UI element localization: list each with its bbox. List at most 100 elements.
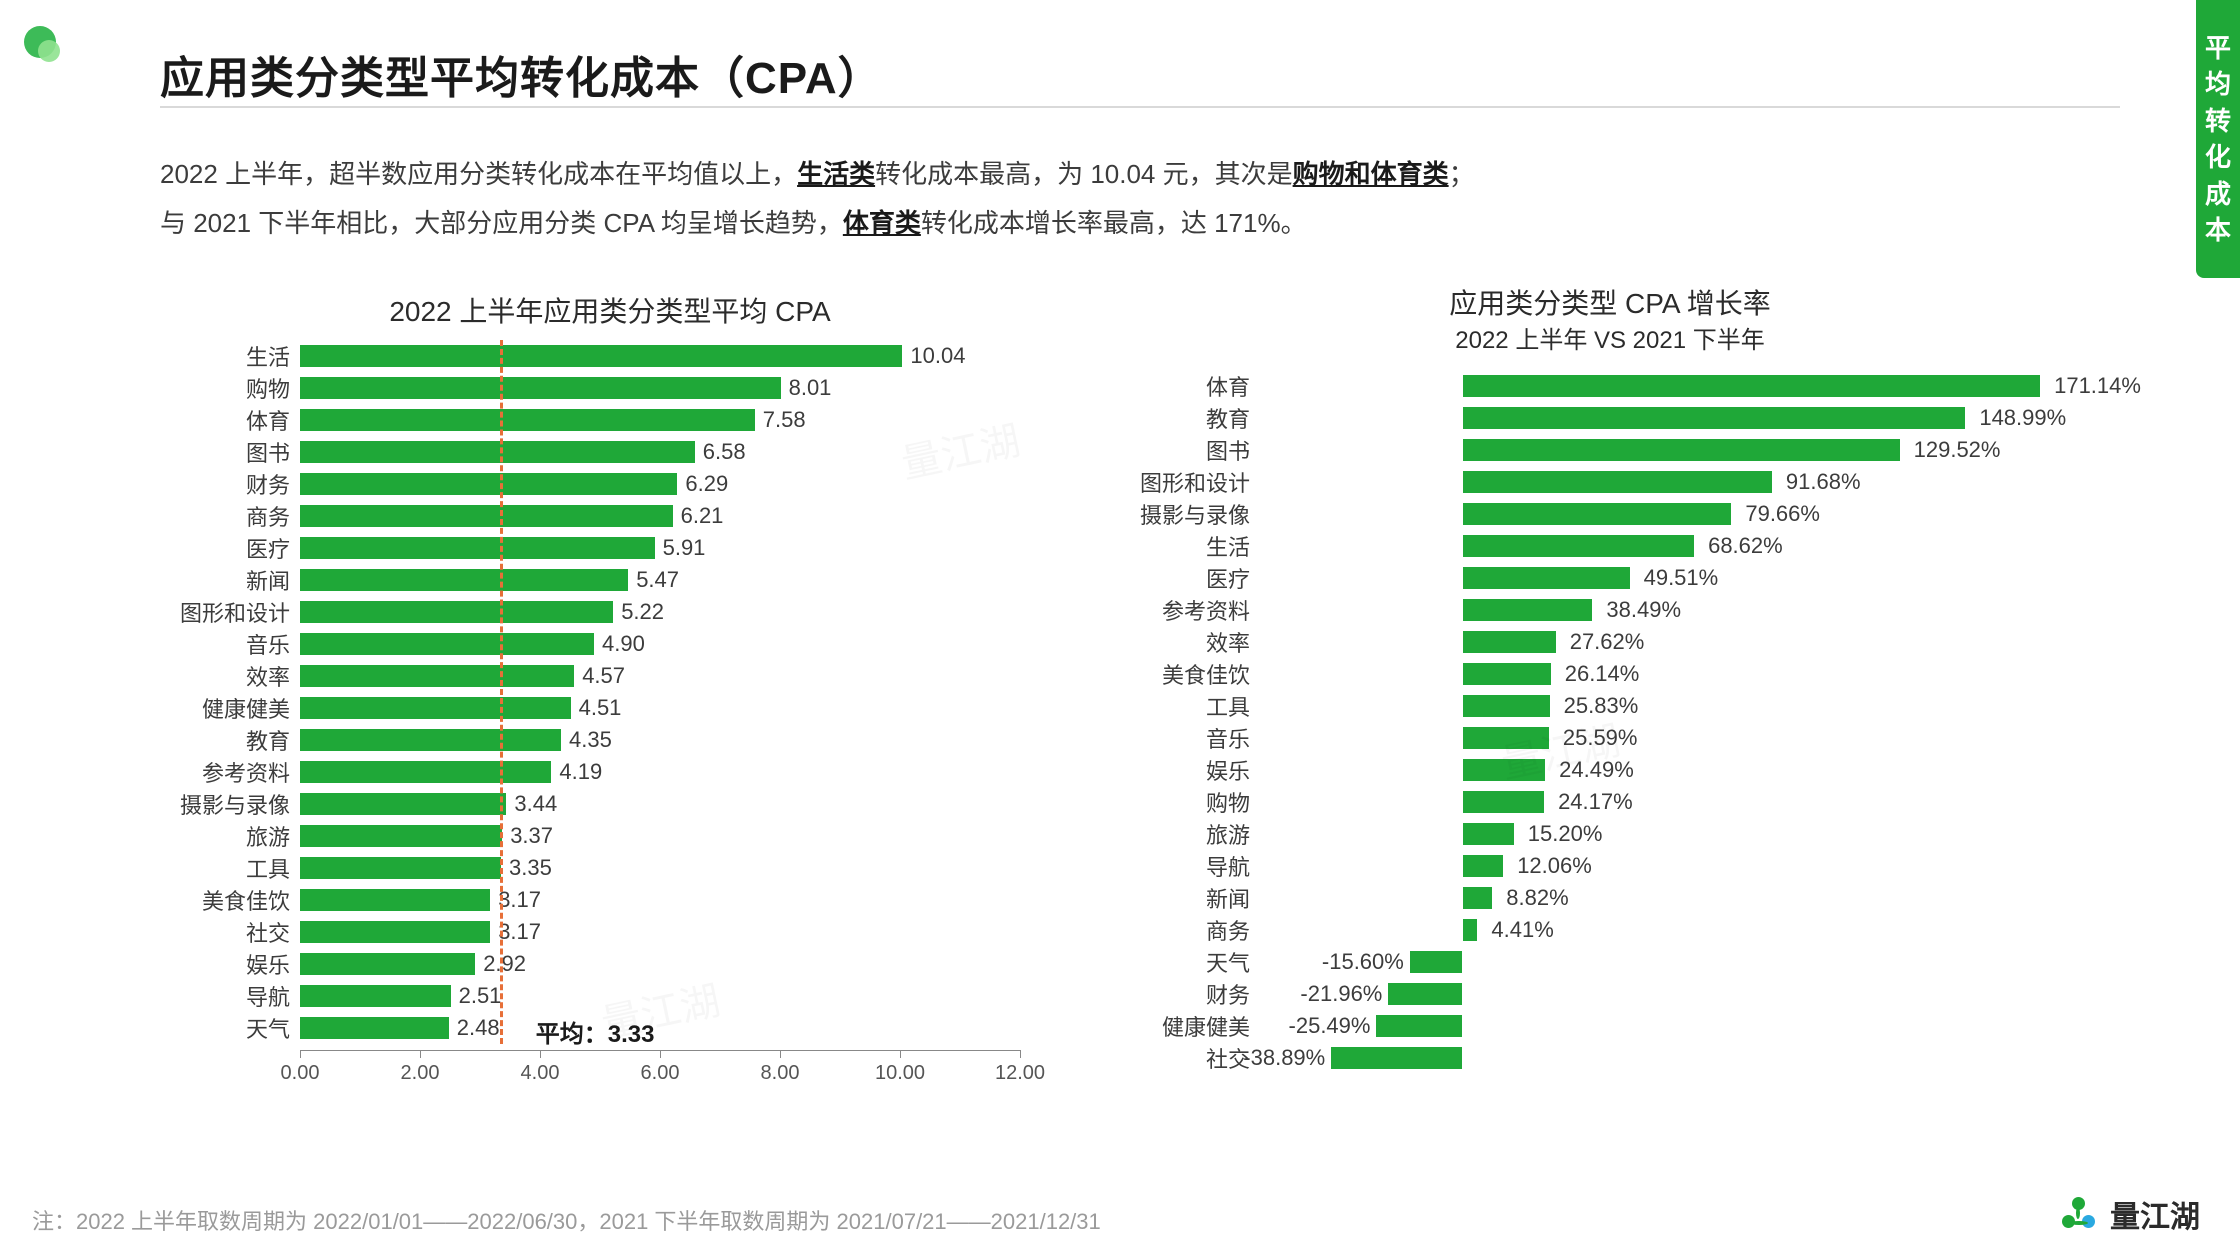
bar-rect <box>300 345 902 367</box>
bar-category-label: 医疗 <box>160 532 290 564</box>
desc-text: 与 2021 下半年相比，大部分应用分类 CPA 均呈增长趋势， <box>160 208 843 238</box>
bar-category-label: 音乐 <box>1110 722 1250 754</box>
bar-category-label: 新闻 <box>1110 882 1250 914</box>
bar-row: 社交3.17 <box>160 916 541 948</box>
x-tick-label: 8.00 <box>761 1062 800 1085</box>
bar-value-label: 3.37 <box>510 823 553 849</box>
x-tick <box>900 1050 901 1058</box>
bar-row: 工具25.83% <box>1110 690 2110 722</box>
bar-value-label: 24.17% <box>1558 789 1633 815</box>
avg-label: 平均：3.33 <box>536 1014 655 1049</box>
bar-value-label: 3.17 <box>498 887 541 913</box>
desc-underline: 体育类 <box>843 208 921 238</box>
bar-rect <box>1463 663 1551 685</box>
bar-value-label: 25.59% <box>1563 725 1638 751</box>
bar-rect <box>300 537 655 559</box>
bar-rect <box>300 825 502 847</box>
bar-category-label: 效率 <box>1110 626 1250 658</box>
bar-category-label: 导航 <box>1110 850 1250 882</box>
bar-category-label: 娱乐 <box>160 948 290 980</box>
bar-rect <box>1463 919 1478 941</box>
bar-rect <box>1463 535 1695 557</box>
side-tab-char: 平 <box>2205 30 2231 66</box>
bar-category-label: 生活 <box>160 340 290 372</box>
bar-rect <box>1463 599 1593 621</box>
bar-value-label: -21.96% <box>1288 981 1382 1007</box>
bar-rect <box>1463 471 1772 493</box>
bar-category-label: 图形和设计 <box>160 596 290 628</box>
side-tab-char: 化 <box>2205 139 2231 175</box>
desc-text: ； <box>1449 159 1475 189</box>
bar-row: 新闻 8.82% <box>1110 882 2110 914</box>
x-tick-label: 4.00 <box>521 1062 560 1085</box>
desc-text: 转化成本最高，为 10.04 元，其次是 <box>875 159 1293 189</box>
bar-value-label: 8.82% <box>1506 885 1568 911</box>
bar-value-label: 79.66% <box>1745 501 1820 527</box>
bar-category-label: 图书 <box>1110 434 1250 466</box>
side-tab-char: 成 <box>2205 176 2231 212</box>
bar-value-label: -38.89% <box>1231 1045 1325 1071</box>
bar-row: 天气2.48 <box>160 1012 500 1044</box>
bar-rect <box>1463 695 1550 717</box>
bar-row: 财务-21.96% <box>1110 978 2110 1010</box>
bar-rect <box>1331 1047 1462 1069</box>
bar-row: 图书6.58 <box>160 436 746 468</box>
left-chart-title: 2022 上半年应用类分类型平均 CPA <box>160 290 1060 330</box>
bar-rect <box>1463 823 1514 845</box>
x-tick-label: 10.00 <box>875 1062 925 1085</box>
bar-value-label: 7.58 <box>763 407 806 433</box>
bar-rect <box>1463 631 1556 653</box>
bar-row: 参考资料38.49% <box>1110 594 2110 626</box>
bar-value-label: 6.58 <box>703 439 746 465</box>
bar-value-label: 2.48 <box>457 1015 500 1041</box>
bar-value-label: 4.57 <box>582 663 625 689</box>
bar-rect <box>300 953 475 975</box>
bar-category-label: 参考资料 <box>160 756 290 788</box>
bar-category-label: 生活 <box>1110 530 1250 562</box>
bar-row: 医疗49.51% <box>1110 562 2110 594</box>
bar-category-label: 新闻 <box>160 564 290 596</box>
x-tick <box>420 1050 421 1058</box>
bar-row: 生活68.62% <box>1110 530 2110 562</box>
bar-value-label: 4.35 <box>569 727 612 753</box>
footnote: 注：2022 上半年取数周期为 2022/01/01——2022/06/30，2… <box>32 1204 1101 1236</box>
bar-value-label: 8.01 <box>789 375 832 401</box>
bar-rect <box>1410 951 1463 973</box>
bar-value-label: 4.90 <box>602 631 645 657</box>
bar-category-label: 旅游 <box>1110 818 1250 850</box>
side-tab-char: 转 <box>2205 103 2231 139</box>
bar-rect <box>300 857 501 879</box>
bar-row: 美食佳饮3.17 <box>160 884 541 916</box>
bar-category-label: 摄影与录像 <box>160 788 290 820</box>
bar-rect <box>1463 503 1732 525</box>
bar-rect <box>300 729 561 751</box>
bar-value-label: 12.06% <box>1517 853 1592 879</box>
bar-row: 图形和设计91.68% <box>1110 466 2110 498</box>
x-tick <box>1020 1050 1021 1058</box>
bar-row: 健康健美-25.49% <box>1110 1010 2110 1042</box>
bar-row: 图形和设计5.22 <box>160 596 664 628</box>
bar-category-label: 社交 <box>1110 1042 1250 1074</box>
right-bar-chart: 体育171.14%教育148.99%图书129.52%图形和设计91.68%摄影… <box>1110 370 2110 1130</box>
page-title: 应用类分类型平均转化成本（CPA） <box>160 42 883 106</box>
bar-category-label: 购物 <box>1110 786 1250 818</box>
bar-category-label: 财务 <box>160 468 290 500</box>
bar-value-label: 24.49% <box>1559 757 1634 783</box>
bar-rect <box>1463 887 1493 909</box>
bar-row: 社交-38.89% <box>1110 1042 2110 1074</box>
bar-row: 工具3.35 <box>160 852 552 884</box>
x-tick-label: 0.00 <box>281 1062 320 1085</box>
bar-value-label: 3.44 <box>514 791 557 817</box>
right-chart-title: 应用类分类型 CPA 增长率 <box>1110 282 2110 322</box>
bar-row: 购物 24.17% <box>1110 786 2110 818</box>
bar-row: 图书129.52% <box>1110 434 2110 466</box>
bar-rect <box>300 985 451 1007</box>
x-tick-label: 6.00 <box>641 1062 680 1085</box>
bar-row: 旅游3.37 <box>160 820 553 852</box>
bar-row: 生活 10.04 <box>160 340 965 372</box>
bar-rect <box>1463 791 1545 813</box>
bar-value-label: 10.04 <box>910 343 965 369</box>
bar-row: 旅游15.20% <box>1110 818 2110 850</box>
bar-row: 商务4.41% <box>1110 914 2110 946</box>
right-chart-subtitle: 2022 上半年 VS 2021 下半年 <box>1110 320 2110 355</box>
